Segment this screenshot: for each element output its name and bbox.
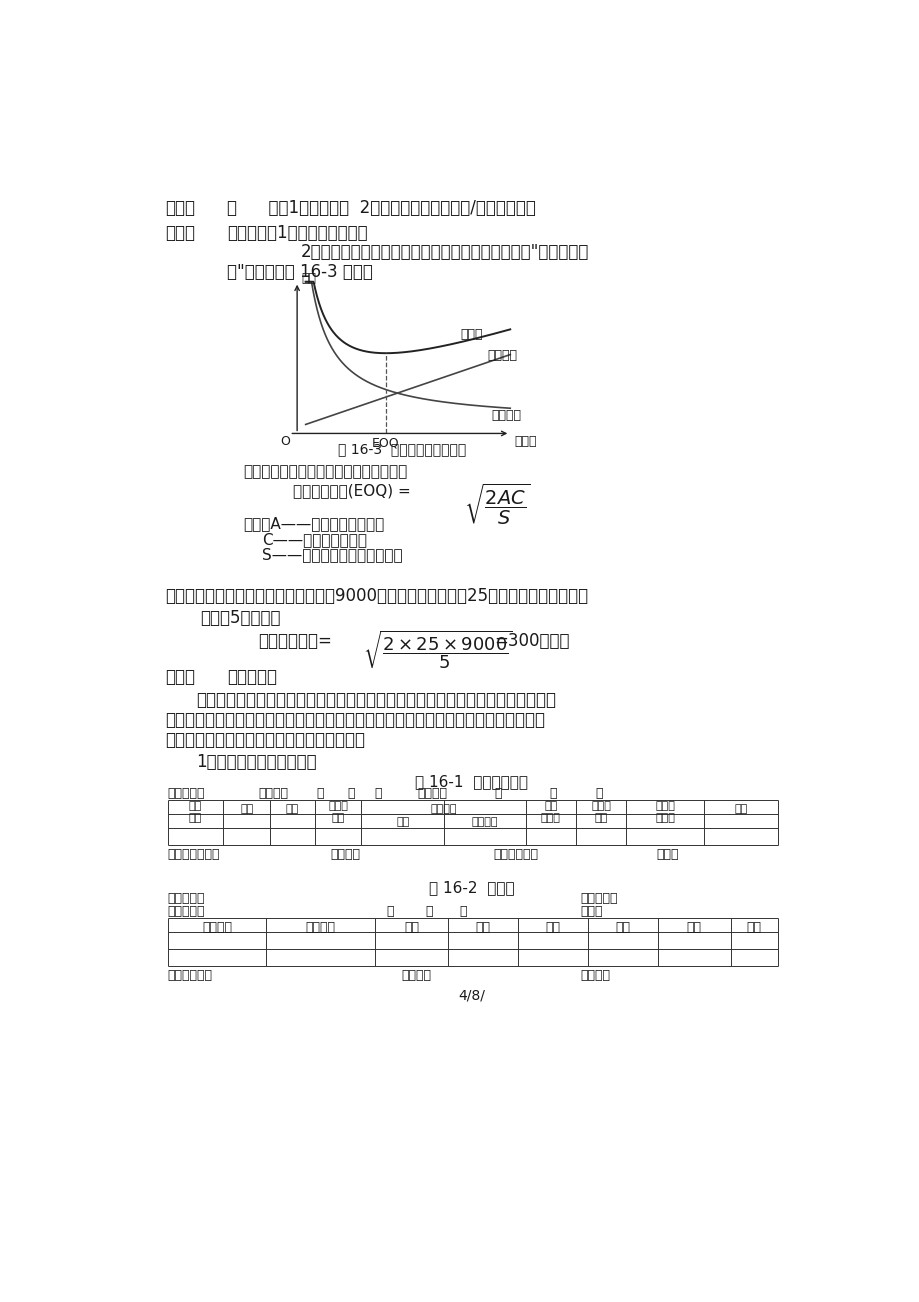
- Text: 收货地址：: 收货地址：: [167, 905, 205, 918]
- Text: 运输方式：: 运输方式：: [579, 892, 617, 905]
- Text: 提货人：: 提货人：: [579, 969, 609, 982]
- Text: 购货单位：: 购货单位：: [167, 892, 205, 905]
- Text: 备注: 备注: [746, 921, 761, 934]
- Text: （四）: （四）: [165, 668, 195, 686]
- Text: 日: 日: [595, 786, 602, 799]
- Text: 单价: 单价: [615, 921, 630, 934]
- Text: 数量: 数量: [545, 921, 560, 934]
- Text: 1、产成品的入库和出库。: 1、产成品的入库和出库。: [196, 753, 317, 771]
- Text: 备注: 备注: [733, 803, 746, 814]
- Text: 存货管理：: 存货管理：: [227, 668, 277, 686]
- Text: 日: 日: [460, 905, 467, 918]
- Text: 例如，某企业对某种货物的年需求量为9000件，每次订购费用为25元，单位货物的年保管: 例如，某企业对某种货物的年需求量为9000件，每次订购费用为25元，单位货物的年…: [165, 587, 588, 605]
- Text: 产品名称: 产品名称: [305, 921, 335, 934]
- Text: 产品编号: 产品编号: [201, 921, 232, 934]
- Text: 本次入库: 本次入库: [430, 803, 457, 814]
- Text: 存货成本: 存货成本: [486, 349, 516, 362]
- Text: 检验员：: 检验员：: [330, 848, 360, 861]
- Text: 单位: 单位: [286, 803, 299, 814]
- Text: 编号：: 编号：: [579, 905, 602, 918]
- Text: 本次检
验情况: 本次检 验情况: [654, 802, 675, 823]
- Text: 图 16-3  经济订购批量示意图: 图 16-3 经济订购批量示意图: [337, 443, 465, 457]
- Text: 车间负责人：: 车间负责人：: [493, 848, 538, 861]
- Text: O: O: [279, 435, 289, 448]
- Text: 月: 月: [347, 786, 355, 799]
- Text: 生产车间：: 生产车间：: [167, 786, 205, 799]
- Text: 表 16-2  提货单: 表 16-2 提货单: [428, 880, 514, 894]
- Text: （三）: （三）: [165, 224, 195, 242]
- Text: 其中：A——每年货物需用量；: 其中：A——每年货物需用量；: [243, 517, 384, 531]
- Text: 成品库保管员：: 成品库保管员：: [167, 848, 220, 861]
- Text: 2、订货数量的确定（即每次进货的最佳数量，又称"经济订购批: 2、订货数量的确定（即每次进货的最佳数量，又称"经济订购批: [301, 243, 589, 262]
- Text: 年: 年: [494, 786, 502, 799]
- Text: 订货量: 订货量: [514, 435, 536, 448]
- Text: 产品
名称: 产品 名称: [188, 802, 202, 823]
- Text: $\sqrt{\dfrac{2\times25\times9000}{5}}$: $\sqrt{\dfrac{2\times25\times9000}{5}}$: [363, 629, 513, 671]
- Text: 成本: 成本: [301, 272, 315, 285]
- Text: 开票员：: 开票员：: [402, 969, 431, 982]
- Text: 差的流动资产，以下以产成品为例进行说明。: 差的流动资产，以下以产成品为例进行说明。: [165, 732, 365, 750]
- Text: 缴库日期: 缴库日期: [417, 786, 447, 799]
- Text: 年: 年: [316, 786, 323, 799]
- Text: 规格: 规格: [403, 921, 418, 934]
- Text: 经济订购批量=: 经济订购批量=: [258, 631, 332, 650]
- Text: 质量等级: 质量等级: [471, 816, 498, 827]
- Text: EOQ: EOQ: [371, 436, 399, 449]
- Text: 日: 日: [374, 786, 381, 799]
- Text: C——每次订货费用；: C——每次订货费用；: [262, 533, 367, 547]
- Text: 本制号
批量: 本制号 批量: [328, 802, 347, 823]
- Text: 数量: 数量: [396, 816, 409, 827]
- Text: 4/8/: 4/8/: [458, 988, 484, 1003]
- Text: 月: 月: [425, 905, 432, 918]
- Text: （二）: （二）: [165, 199, 195, 216]
- Text: 单位: 单位: [475, 921, 490, 934]
- Text: 费用为5元，则：: 费用为5元，则：: [200, 609, 280, 628]
- Text: 制单：: 制单：: [655, 848, 677, 861]
- Text: =300（件）: =300（件）: [494, 631, 570, 650]
- Text: 映企业流动资金运作情况的晴雨表，在企业营运资本中占很大比重，而且又是流动性较: 映企业流动资金运作情况的晴雨表，在企业营运资本中占很大比重，而且又是流动性较: [165, 711, 545, 729]
- Text: 月: 月: [549, 786, 556, 799]
- Text: 总成本: 总成本: [460, 328, 482, 341]
- Text: 存货控制：1、订货点的确定；: 存货控制：1、订货点的确定；: [227, 224, 368, 242]
- Text: 填报日期: 填报日期: [258, 786, 288, 799]
- Text: 金额: 金额: [686, 921, 701, 934]
- Text: 存货包括原材料、在产品、半成品和产成品等项目，其管理要求基本一致，它是反: 存货包括原材料、在产品、半成品和产成品等项目，其管理要求基本一致，它是反: [196, 691, 556, 710]
- Text: 累计
完成数: 累计 完成数: [540, 802, 561, 823]
- Text: 订货成本: 订货成本: [491, 409, 521, 422]
- Text: 经济订购批量(EOQ) =: 经济订购批量(EOQ) =: [293, 483, 415, 499]
- Text: 经济订购批量还可通过公式求解来确定：: 经济订购批量还可通过公式求解来确定：: [243, 465, 407, 479]
- Text: 在制品
数量: 在制品 数量: [591, 802, 610, 823]
- Text: 仓      储：1、仓库选址  2、仓库类型选择（自建/购、租赁？）: 仓 储：1、仓库选址 2、仓库类型选择（自建/购、租赁？）: [227, 199, 536, 216]
- Text: 量"），如下图 16-3 所示。: 量"），如下图 16-3 所示。: [227, 263, 373, 280]
- Text: 规格: 规格: [240, 803, 253, 814]
- Text: S——单位货物的年存货成本。: S——单位货物的年存货成本。: [262, 547, 403, 562]
- Text: $\sqrt{\dfrac{2AC}{S}}$: $\sqrt{\dfrac{2AC}{S}}$: [463, 482, 530, 527]
- Text: 年: 年: [386, 905, 393, 918]
- Text: 表 16-1  产成品入库单: 表 16-1 产成品入库单: [414, 775, 528, 789]
- Text: 成品保管员：: 成品保管员：: [167, 969, 212, 982]
